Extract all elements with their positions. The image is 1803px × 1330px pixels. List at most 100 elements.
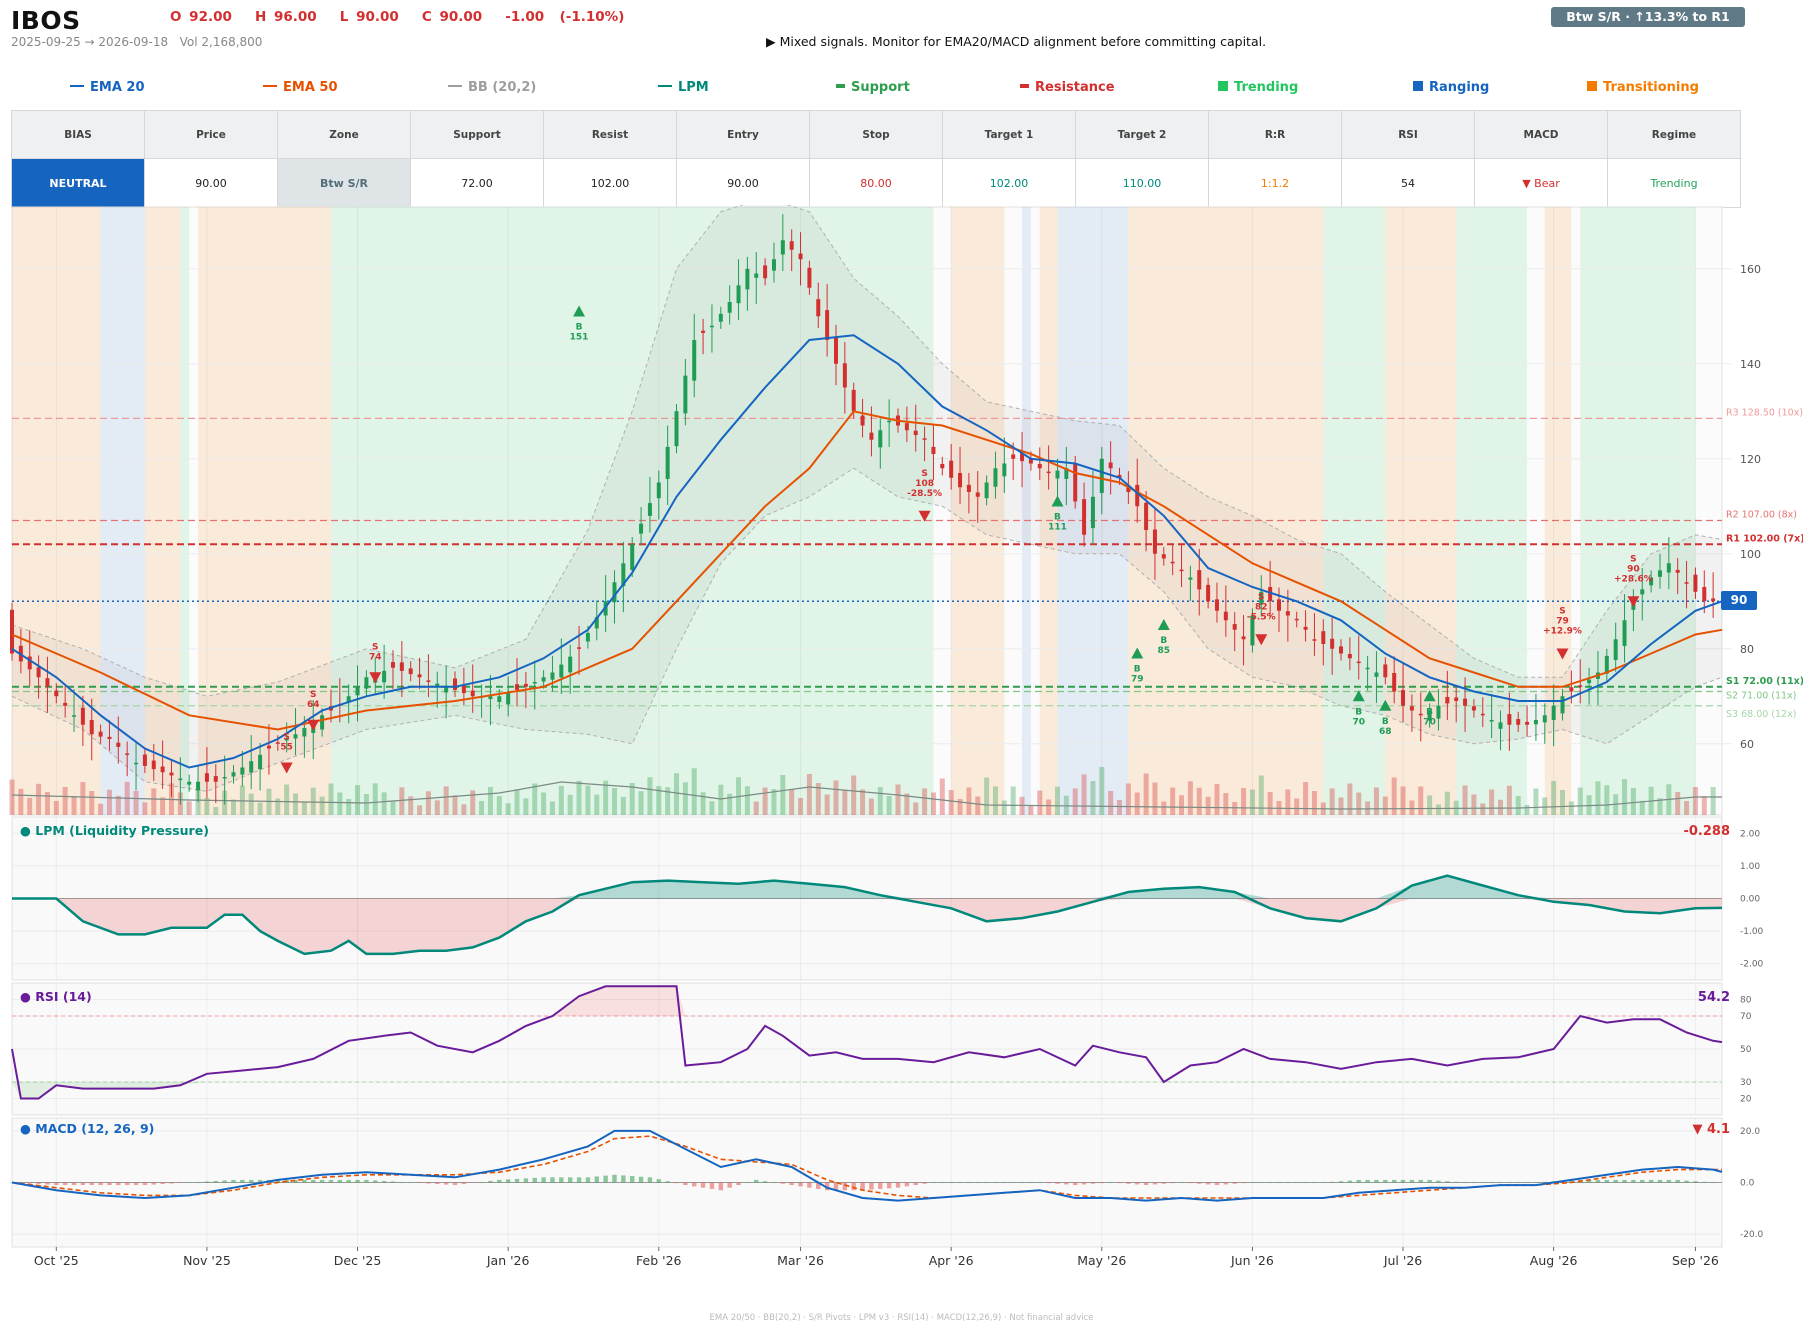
- candle-body: [727, 302, 732, 313]
- volume-bar: [1205, 796, 1211, 815]
- sell-signal-pct: -5.5%: [1247, 612, 1276, 622]
- volume-bar: [452, 795, 458, 815]
- volume-bar: [1125, 783, 1131, 815]
- volume-bar: [780, 775, 786, 815]
- macd-histogram-bar: [922, 1182, 927, 1184]
- col-header-r-r: R:R: [1208, 110, 1342, 159]
- candle-body: [1259, 591, 1264, 605]
- bollinger-upper-line: [11, 205, 1723, 697]
- macd-histogram-bar: [479, 1181, 484, 1183]
- macd-histogram-bar: [514, 1178, 520, 1183]
- col-header-bias: BIAS: [11, 110, 145, 159]
- volume-bar: [1223, 793, 1229, 815]
- lpm-line: [12, 874, 1723, 956]
- buy-signal-price: 70: [1423, 717, 1436, 727]
- volume-bar: [567, 794, 573, 815]
- volume-bar: [1338, 797, 1344, 815]
- col-header-regime: Regime: [1607, 110, 1741, 159]
- volume-bar: [1560, 790, 1566, 815]
- sell-signal-side: S: [1559, 607, 1565, 617]
- macd-histogram-bar: [1267, 1182, 1273, 1183]
- volume-bar: [1241, 788, 1247, 815]
- macd-histogram-bar: [576, 1177, 582, 1183]
- candle-body: [887, 420, 892, 423]
- x-tick-label: Apr '26: [929, 1253, 974, 1268]
- sr-level-label: S3 68.00 (12x): [1726, 709, 1796, 720]
- macd-histogram-bar: [940, 1182, 945, 1183]
- macd-histogram-bar: [665, 1181, 670, 1183]
- candle-body: [107, 736, 112, 739]
- volume-bar: [461, 804, 467, 815]
- macd-histogram-bar: [408, 1182, 413, 1183]
- macd-histogram-bar: [993, 1182, 998, 1183]
- candle-body: [178, 778, 183, 781]
- regime-band-trending: [1323, 207, 1386, 815]
- macd-histogram-bar: [1081, 1182, 1087, 1185]
- macd-histogram-bar: [1073, 1182, 1078, 1186]
- candle-body: [1542, 715, 1547, 723]
- candle-body: [1241, 636, 1246, 640]
- macd-histogram-bar: [231, 1179, 236, 1183]
- volume-bar: [1179, 795, 1185, 815]
- volume-bar: [239, 785, 245, 815]
- legend-label: EMA 20: [90, 80, 145, 95]
- macd-histogram-bar: [1037, 1182, 1042, 1183]
- macd-histogram-bar: [674, 1182, 679, 1184]
- candle-body: [913, 430, 918, 435]
- candle-body: [213, 776, 218, 782]
- volume-bar: [1117, 800, 1123, 815]
- candle-body: [187, 781, 192, 785]
- volume-bar: [665, 787, 671, 815]
- price-tick-label: 160: [1740, 263, 1761, 276]
- candle-body: [249, 761, 254, 773]
- volume-bar: [594, 794, 600, 815]
- volume-bar: [1400, 786, 1406, 815]
- macd-histogram-bar: [851, 1182, 856, 1191]
- macd-histogram-bar: [692, 1182, 697, 1187]
- sell-signal-pct: +28.6%: [1614, 574, 1653, 584]
- macd-histogram-bar: [532, 1177, 537, 1183]
- macd-histogram-bar: [1631, 1179, 1636, 1183]
- candle-body: [674, 411, 679, 447]
- macd-histogram-bar: [373, 1180, 378, 1183]
- candle-body: [1099, 458, 1104, 493]
- volume-bar: [496, 796, 502, 815]
- regime-band-trending: [1580, 207, 1696, 815]
- macd-histogram-bar: [647, 1177, 653, 1183]
- macd-histogram-bar: [1338, 1181, 1344, 1183]
- candle-body: [966, 484, 971, 492]
- cell-zone: Btw S/R: [277, 158, 411, 208]
- candle-body: [1480, 713, 1485, 716]
- candle-body: [1197, 570, 1202, 590]
- candle-body: [1303, 626, 1308, 630]
- candle-body: [1533, 720, 1538, 725]
- x-tick-label: Jul '26: [1383, 1253, 1422, 1268]
- legend-item-lpm: LPM: [658, 80, 709, 95]
- volume-bar: [514, 789, 520, 815]
- candle-body: [1365, 667, 1370, 670]
- volume-bar: [860, 789, 866, 815]
- volume-bar: [443, 786, 449, 815]
- candle-body: [1409, 706, 1414, 711]
- candle-body: [1622, 620, 1627, 646]
- macd-histogram-bar: [133, 1182, 139, 1186]
- volume-bar: [895, 784, 901, 815]
- volume-bar: [89, 791, 95, 815]
- volume-bar: [815, 783, 821, 815]
- legend-label: BB (20,2): [468, 80, 537, 95]
- macd-histogram-bar: [1586, 1179, 1592, 1183]
- macd-histogram-bar: [443, 1182, 449, 1185]
- volume-bar: [1506, 785, 1512, 815]
- candle-body: [949, 460, 954, 478]
- volume-bar: [798, 798, 804, 815]
- cell-target-1: 102.00: [942, 158, 1076, 208]
- sell-signal-side: S: [310, 690, 316, 700]
- candle-body: [355, 686, 360, 696]
- sr-level-label: R2 107.00 (8x): [1726, 510, 1797, 521]
- macd-current-value: ▼ 4.1: [1692, 1122, 1730, 1137]
- legend-label: LPM: [678, 80, 709, 95]
- volume-bar: [390, 801, 396, 815]
- volume-bar: [1497, 799, 1503, 815]
- macd-histogram-bar: [1232, 1182, 1237, 1184]
- macd-histogram-bar: [1613, 1179, 1618, 1183]
